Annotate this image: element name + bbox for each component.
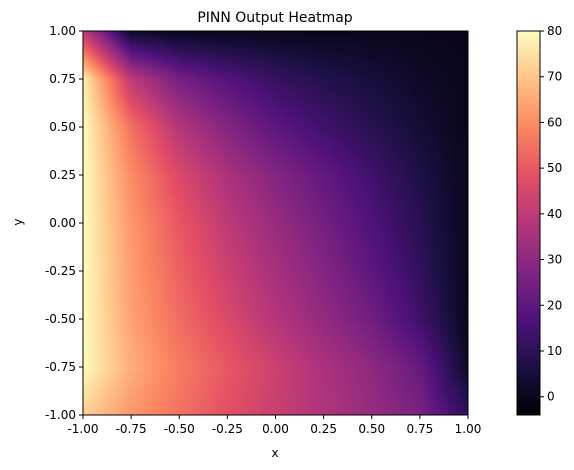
x-axis: -1.00 -0.75 -0.50 -0.25 0.00 0.25 0.50 0.75 1.00 xyxy=(67,415,481,436)
chart-title: PINN Output Heatmap xyxy=(197,10,352,26)
colorbar-tick-label: 60 xyxy=(547,115,562,129)
colorbar xyxy=(516,30,541,416)
x-tick-label: -0.25 xyxy=(212,422,243,436)
colorbar-ticks: 0 10 20 30 40 50 60 70 80 xyxy=(540,24,562,404)
y-tick-label: 1.00 xyxy=(49,24,76,38)
colorbar-tick-label: 10 xyxy=(547,344,562,358)
y-tick-label: 0.25 xyxy=(49,168,76,182)
plot-area xyxy=(82,30,469,416)
x-tick-label: -0.75 xyxy=(116,422,147,436)
x-axis-label: x xyxy=(271,446,278,460)
x-tick-label: 1.00 xyxy=(455,422,482,436)
x-tick-label: -0.50 xyxy=(164,422,195,436)
colorbar-tick-label: 40 xyxy=(547,207,562,221)
y-tick-label: 0.50 xyxy=(49,120,76,134)
colorbar-tick-label: 80 xyxy=(547,24,562,38)
colorbar-tick-label: 70 xyxy=(547,70,562,84)
y-tick-label: -0.50 xyxy=(45,312,76,326)
x-tick-label: -1.00 xyxy=(67,422,98,436)
x-tick-label: 0.75 xyxy=(407,422,434,436)
colorbar-tick-label: 30 xyxy=(547,253,562,267)
y-tick-label: -0.75 xyxy=(45,360,76,374)
y-tick-label: -1.00 xyxy=(45,408,76,422)
y-axis: -1.00 -0.75 -0.50 -0.25 0.00 0.25 0.50 0.75 1.00 xyxy=(45,24,83,422)
x-tick-label: 0.00 xyxy=(262,422,289,436)
y-tick-label: -0.25 xyxy=(45,264,76,278)
x-tick-label: 0.50 xyxy=(358,422,385,436)
colorbar-tick-label: 50 xyxy=(547,161,562,175)
y-tick-label: 0.75 xyxy=(49,72,76,86)
heatmap-image xyxy=(83,31,468,415)
colorbar-tick-label: 0 xyxy=(547,390,555,404)
y-tick-label: 0.00 xyxy=(49,216,76,230)
colorbar-tick-label: 20 xyxy=(547,298,562,312)
y-axis-label: y xyxy=(11,218,25,225)
colorbar-gradient xyxy=(516,30,541,416)
x-tick-label: 0.25 xyxy=(310,422,337,436)
